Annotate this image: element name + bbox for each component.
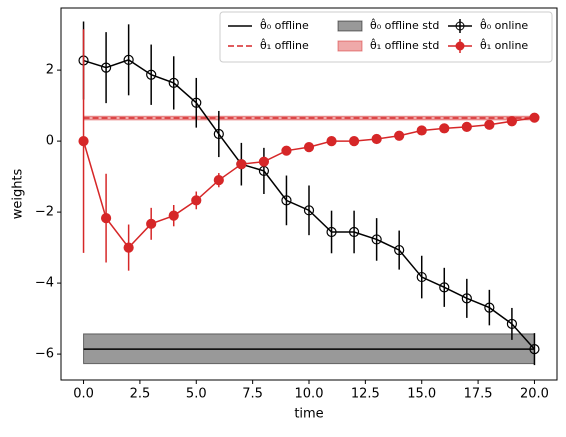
marker xyxy=(168,77,179,88)
x-tick-label: 20.0 xyxy=(520,387,549,402)
legend-box xyxy=(219,11,553,63)
marker xyxy=(506,318,518,330)
marker xyxy=(303,205,315,216)
marker xyxy=(416,271,427,283)
x-tick-label: 2.5 xyxy=(130,387,151,402)
legend: θ̂₀ offline θ̂₁ offline θ̂₀ offline std θ̂₁… xyxy=(219,11,553,63)
marker xyxy=(506,116,518,127)
marker xyxy=(236,159,247,170)
y-tick-label: −4 xyxy=(35,276,54,291)
marker xyxy=(484,302,495,313)
x-tick-label: 12.5 xyxy=(351,387,380,402)
marker xyxy=(394,244,405,256)
x-tick-label: 7.5 xyxy=(242,387,263,402)
legend-label: θ̂₁ offline std xyxy=(370,38,439,52)
marker xyxy=(394,130,405,141)
marker xyxy=(281,195,292,206)
marker xyxy=(100,62,112,73)
marker xyxy=(439,282,450,293)
marker xyxy=(371,133,382,145)
legend-label: θ̂₀ offline std xyxy=(370,18,439,32)
marker xyxy=(258,156,270,167)
marker xyxy=(326,136,337,147)
marker xyxy=(168,210,179,221)
marker xyxy=(123,54,134,65)
marker xyxy=(371,234,382,245)
marker xyxy=(348,136,360,147)
x-tick-label: 10.0 xyxy=(295,387,324,402)
plot-frame xyxy=(60,7,558,381)
marker xyxy=(303,142,315,153)
marker xyxy=(123,242,134,253)
marker xyxy=(461,293,472,304)
marker xyxy=(529,112,540,123)
online-line xyxy=(83,58,536,350)
x-tick-label: 15.0 xyxy=(407,387,436,402)
marker xyxy=(146,69,157,80)
y-tick-label: −2 xyxy=(35,205,54,220)
legend-label: θ̂₀ offline xyxy=(260,18,309,32)
marker xyxy=(213,128,224,140)
marker xyxy=(191,195,202,206)
marker xyxy=(326,226,337,238)
y-tick-label: 2 xyxy=(46,63,54,78)
legend-label: θ̂₀ online xyxy=(480,18,528,32)
marker xyxy=(484,119,495,130)
marker xyxy=(78,136,89,147)
legend-swatch xyxy=(455,41,465,51)
legend-swatch xyxy=(337,40,363,52)
y-axis-label: weights xyxy=(11,168,26,219)
marker xyxy=(100,213,112,224)
marker xyxy=(348,226,360,238)
y-tick-label: −6 xyxy=(35,347,54,362)
marker xyxy=(191,97,202,108)
marker xyxy=(213,175,224,186)
x-tick-label: 17.5 xyxy=(464,387,493,402)
x-axis-label: time xyxy=(294,407,323,422)
marker xyxy=(529,344,540,355)
y-tick-label: 0 xyxy=(46,134,54,149)
marker xyxy=(461,121,472,133)
marker xyxy=(439,123,450,134)
legend-swatch xyxy=(455,21,465,31)
legend-label: θ̂₁ online xyxy=(480,38,528,52)
marker xyxy=(416,125,427,136)
legend-swatch xyxy=(337,20,363,32)
legend-label: θ̂₁ offline xyxy=(260,38,309,52)
x-tick-label: 5.0 xyxy=(186,387,207,402)
marker xyxy=(146,218,157,229)
x-tick-label: 0.0 xyxy=(73,387,94,402)
marker xyxy=(281,145,292,156)
